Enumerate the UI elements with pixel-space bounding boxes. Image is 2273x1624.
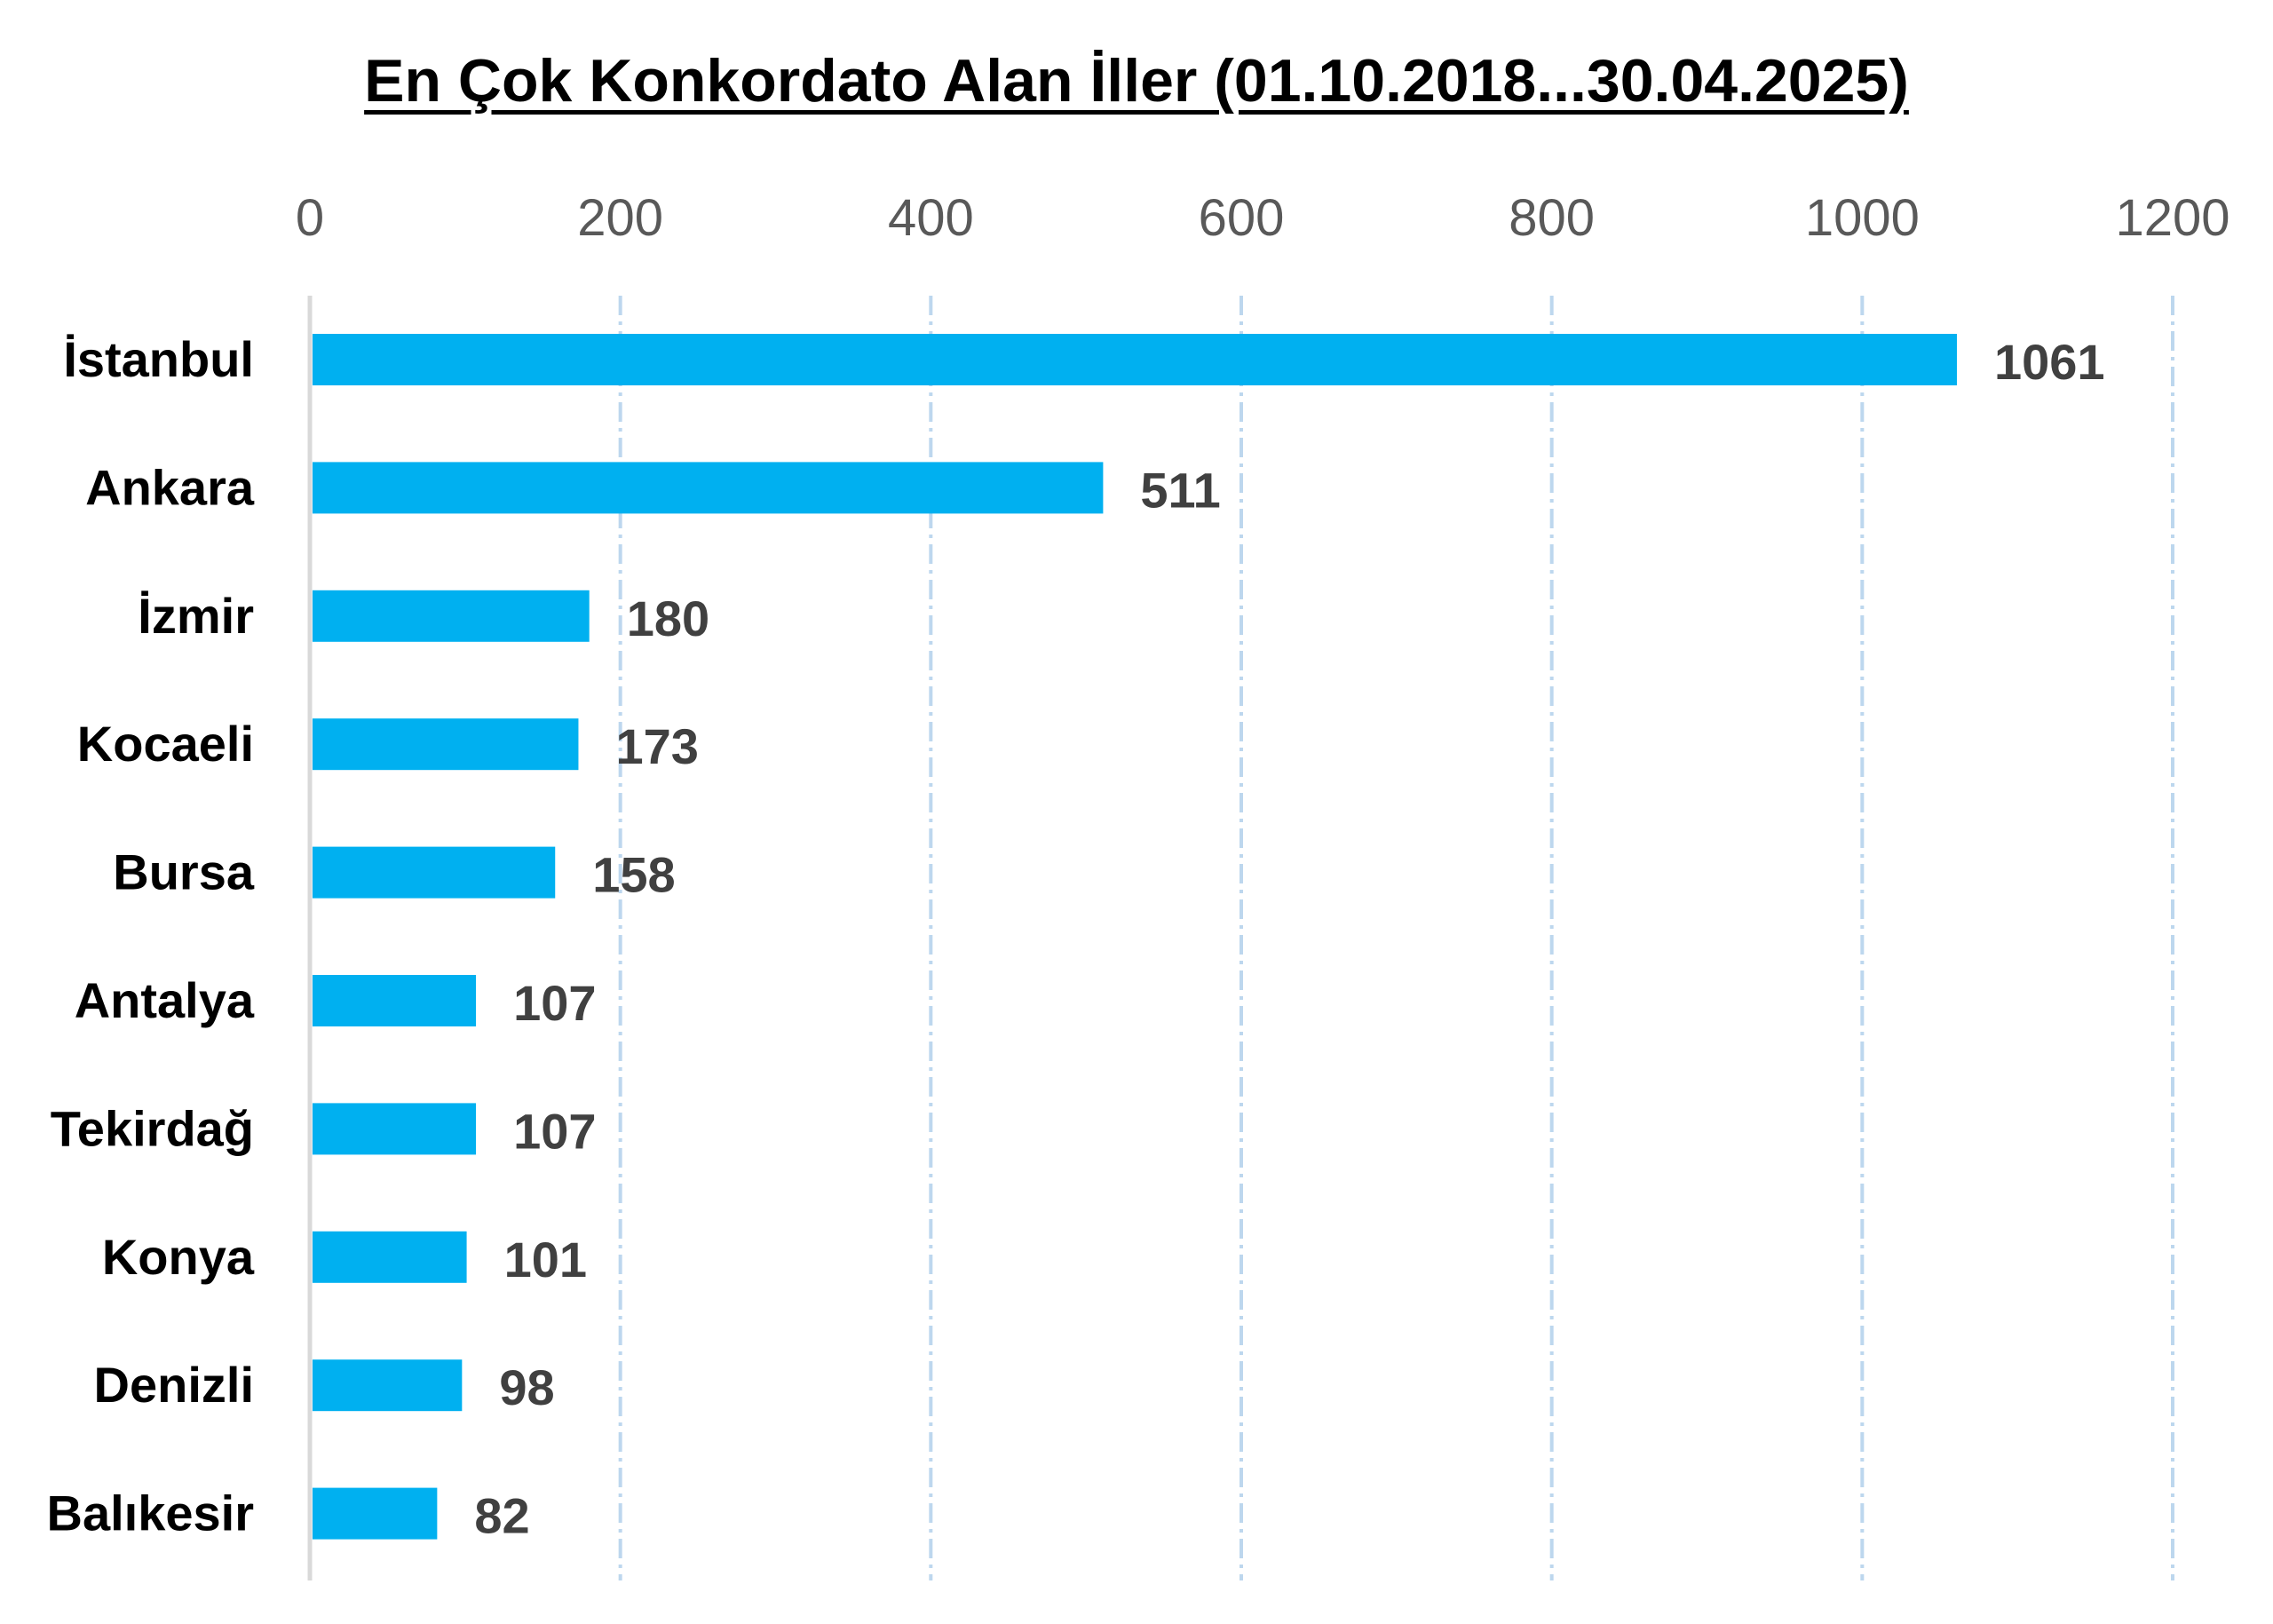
x-tick-label-400: 400	[888, 189, 974, 247]
data-label-0: 1061	[1994, 334, 2105, 390]
data-label-4: 158	[592, 847, 675, 903]
x-tick-label-800: 800	[1509, 189, 1595, 247]
data-label-7: 101	[504, 1232, 587, 1287]
data-label-6: 107	[513, 1103, 596, 1159]
category-label-1: Ankara	[85, 459, 255, 515]
category-label-3: Kocaeli	[77, 716, 254, 772]
data-label-5: 107	[513, 975, 596, 1031]
bar-6	[313, 1103, 477, 1155]
category-label-4: Bursa	[113, 844, 255, 900]
x-tick-label-0: 0	[296, 189, 324, 247]
category-label-7: Konya	[102, 1229, 255, 1285]
bar-0	[313, 334, 1957, 385]
category-label-6: Tekirdağ	[51, 1100, 254, 1156]
bar-3	[313, 718, 579, 771]
bar-7	[313, 1231, 467, 1283]
bar-9	[313, 1487, 438, 1540]
bar-4	[313, 846, 556, 899]
chart-title-text: En Çok Konkordato Alan İller (01.10.2018…	[364, 47, 1909, 115]
data-label-3: 173	[615, 718, 698, 774]
chart-title: En Çok Konkordato Alan İller (01.10.2018…	[0, 46, 2273, 115]
category-label-0: İstanbul	[63, 331, 254, 387]
bar-8	[313, 1359, 463, 1412]
category-label-5: Antalya	[75, 972, 255, 1028]
x-tick-label-1000: 1000	[1805, 189, 1920, 247]
category-label-2: İzmir	[138, 588, 254, 644]
data-label-9: 82	[474, 1488, 529, 1544]
data-label-1: 511	[1140, 462, 1220, 518]
category-label-9: Balıkesir	[47, 1485, 255, 1541]
data-label-2: 180	[627, 590, 709, 646]
x-tick-label-1200: 1200	[2115, 189, 2229, 247]
bar-2	[313, 590, 590, 642]
bar-1	[313, 462, 1104, 514]
x-tick-label-200: 200	[577, 189, 663, 247]
bar-5	[313, 975, 477, 1026]
x-tick-label-600: 600	[1199, 189, 1285, 247]
data-label-8: 98	[499, 1359, 554, 1415]
category-label-8: Denizli	[94, 1357, 254, 1413]
